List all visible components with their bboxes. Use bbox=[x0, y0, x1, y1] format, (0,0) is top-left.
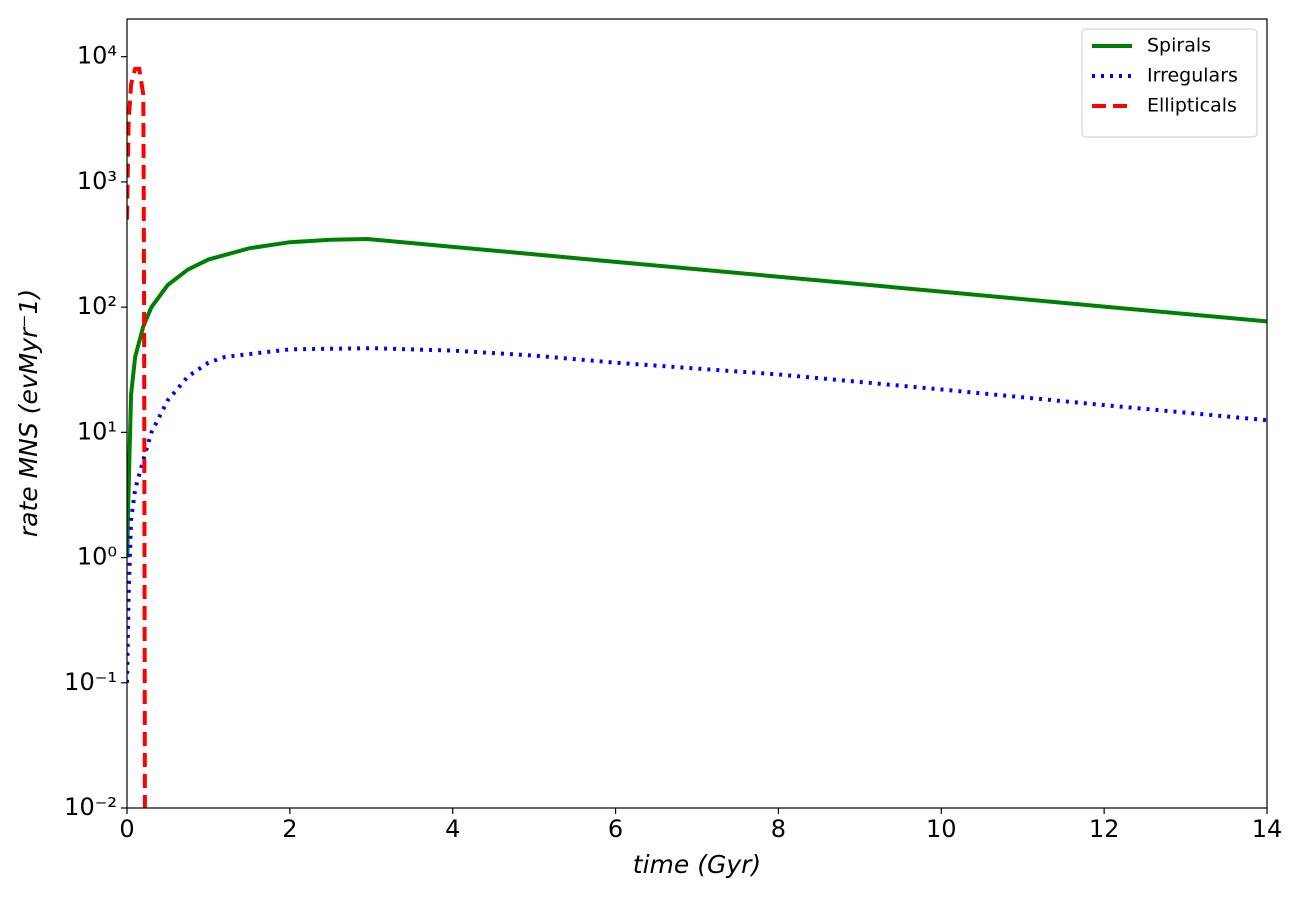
data-line bbox=[127, 346, 1267, 683]
y-tick-label: 10⁴ bbox=[77, 42, 117, 70]
legend: Spirals Irregulars Ellipticals bbox=[1081, 28, 1258, 138]
legend-box bbox=[1081, 28, 1258, 138]
legend-label: Ellipticals bbox=[1147, 95, 1237, 117]
y-tick-label: 10² bbox=[77, 292, 117, 320]
x-tick-label: 12 bbox=[1089, 815, 1120, 843]
plot-lines bbox=[127, 66, 1267, 808]
x-tick-label: 8 bbox=[771, 815, 786, 843]
x-axis-label: time (Gyr) bbox=[633, 850, 761, 879]
x-tick-label: 6 bbox=[608, 815, 623, 843]
x-tick-label: 10 bbox=[926, 815, 957, 843]
legend-label: Spirals bbox=[1147, 35, 1211, 57]
y-tick-label: 10⁻² bbox=[64, 793, 117, 821]
y-tick-label: 10³ bbox=[77, 167, 117, 195]
x-tick-label: 14 bbox=[1252, 815, 1283, 843]
x-tick-label: 2 bbox=[282, 815, 297, 843]
data-line bbox=[127, 236, 1267, 558]
legend-label: Irregulars bbox=[1147, 65, 1238, 87]
plot-frame bbox=[126, 18, 1268, 809]
y-tick-label: 10¹ bbox=[77, 417, 117, 445]
y-tick-label: 10⁰ bbox=[77, 543, 117, 571]
x-tick-label: 4 bbox=[445, 815, 460, 843]
y-axis-label: rate MNS (evMyr⁻1) bbox=[14, 289, 43, 537]
y-tick-label: 10⁻¹ bbox=[64, 668, 117, 696]
x-tick-label: 0 bbox=[119, 815, 134, 843]
data-line bbox=[127, 66, 147, 808]
